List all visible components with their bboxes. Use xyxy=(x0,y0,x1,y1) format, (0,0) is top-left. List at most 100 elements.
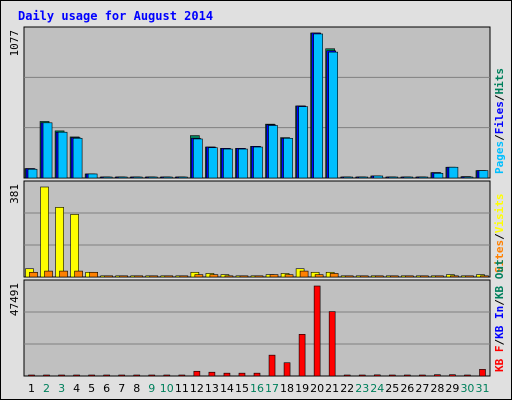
bar-bottom-kb-f-day-6 xyxy=(103,374,110,377)
bar-middle-visits-day-3 xyxy=(55,207,64,278)
bar-middle-visits-day-2 xyxy=(40,186,49,278)
bar-bottom-kb-f-day-5 xyxy=(88,374,95,377)
x-axis-label-day-21: 21 xyxy=(325,382,339,395)
bar-bottom-kb-f-day-8 xyxy=(133,374,141,377)
bar-middle-sites-day-9 xyxy=(149,275,159,278)
bar-middle-sites-day-30 xyxy=(465,275,474,278)
bar-bottom-kb-f-day-17 xyxy=(268,354,276,377)
legend-separator: / xyxy=(493,233,506,240)
bar-bottom-kb-f-day-2 xyxy=(43,374,50,377)
bar-bottom-kb-f-day-26 xyxy=(404,374,411,377)
bar-bottom-kb-f-day-15 xyxy=(238,372,246,377)
x-axis-label-day-24: 24 xyxy=(370,382,384,395)
x-axis-label-day-7: 7 xyxy=(118,382,125,395)
bar-bottom-kb-f-day-1 xyxy=(28,374,35,377)
bar-top-pages-day-21 xyxy=(328,51,338,179)
legend-separator: / xyxy=(493,94,506,101)
y-axis-max-label: 47491 xyxy=(8,283,21,316)
bar-top-pages-day-12 xyxy=(193,138,203,179)
bar-bottom-kb-f-day-9 xyxy=(148,374,156,377)
bar-middle-sites-day-17 xyxy=(269,274,279,278)
x-axis-labels: 1 2 3 4 5 6 7 8 9 10 11 12 13 14 15 16 17 18 19 20 21 22 23 24 2… xyxy=(28,382,489,395)
bar-middle-sites-day-16 xyxy=(254,275,264,278)
bar-middle-sites-day-2 xyxy=(44,270,53,278)
y-axis-max-label: 381 xyxy=(8,184,21,204)
bar-bottom-kb-f-day-16 xyxy=(253,372,261,377)
bar-top-pages-day-16 xyxy=(253,146,263,179)
bar-bottom-kb-f-day-20 xyxy=(313,285,321,377)
bar-bottom-kb-f-day-28 xyxy=(434,374,441,377)
bar-middle-sites-day-12 xyxy=(194,274,204,278)
bar-bottom-kb-f-day-21 xyxy=(328,311,336,377)
x-axis-label-day-22: 22 xyxy=(340,382,354,395)
chart-title: Daily usage for August 2014 xyxy=(18,9,213,23)
bar-top-pages-day-3 xyxy=(57,131,68,179)
bar-top-pages-day-6 xyxy=(102,176,113,179)
bar-middle-sites-day-31 xyxy=(480,275,489,278)
bar-middle-sites-day-14 xyxy=(224,275,234,278)
legend-entry-hits: Hits xyxy=(493,68,506,95)
bar-top-pages-day-9 xyxy=(147,176,158,179)
x-axis-label-day-12: 12 xyxy=(190,382,204,395)
bar-middle-sites-day-3 xyxy=(59,270,68,278)
bar-top-pages-day-22 xyxy=(343,176,353,179)
bar-top-pages-day-20 xyxy=(313,33,323,179)
bar-bottom-kb-f-day-12 xyxy=(193,370,201,377)
bar-bottom-kb-f-day-24 xyxy=(373,374,381,377)
legend-entry-kb-in: KB In xyxy=(493,306,506,339)
bar-top-pages-day-4 xyxy=(72,137,83,179)
bar-middle-sites-day-7 xyxy=(119,275,129,278)
bar-middle-sites-day-19 xyxy=(299,270,309,278)
bar-middle-sites-day-13 xyxy=(209,274,219,278)
x-axis-label-day-30: 30 xyxy=(460,382,474,395)
bar-bottom-kb-f-day-29 xyxy=(449,374,456,377)
bar-bottom-kb-f-day-7 xyxy=(118,374,126,377)
x-axis-label-day-28: 28 xyxy=(430,382,444,395)
x-axis-label-day-5: 5 xyxy=(88,382,95,395)
legend-top: Pages/Files/Hits xyxy=(493,68,506,174)
bar-top-pages-day-14 xyxy=(223,148,233,179)
x-axis-label-day-16: 16 xyxy=(250,382,264,395)
bar-bottom-kb-f-day-14 xyxy=(223,372,231,377)
bar-bottom-kb-f-day-10 xyxy=(163,374,171,377)
x-axis-label-day-27: 27 xyxy=(415,382,429,395)
plot-panel-bottom xyxy=(23,279,491,377)
bar-top-pages-day-10 xyxy=(163,176,173,179)
x-axis-label-day-15: 15 xyxy=(235,382,249,395)
legend-middle: Sites/Visits xyxy=(493,194,506,274)
x-axis-label-day-19: 19 xyxy=(295,382,309,395)
x-axis-label-day-31: 31 xyxy=(475,382,489,395)
legend-entry-kb-f: KB F xyxy=(493,346,506,373)
bar-top-pages-day-26 xyxy=(403,176,414,179)
bar-bottom-kb-f-day-23 xyxy=(358,374,366,377)
bar-middle-sites-day-29 xyxy=(450,275,459,278)
x-axis-label-day-10: 10 xyxy=(160,382,174,395)
bar-middle-sites-day-18 xyxy=(284,274,294,278)
bar-middle-sites-day-27 xyxy=(420,275,429,278)
x-axis-label-day-26: 26 xyxy=(400,382,414,395)
x-axis-label-day-2: 2 xyxy=(43,382,50,395)
bar-middle-sites-day-23 xyxy=(359,275,369,278)
x-axis-label-day-25: 25 xyxy=(385,382,399,395)
x-axis-label-day-8: 8 xyxy=(133,382,140,395)
bar-top-pages-day-7 xyxy=(117,176,128,179)
x-axis-label-day-14: 14 xyxy=(220,382,234,395)
bar-middle-visits-day-4 xyxy=(70,214,79,278)
panels-layer: 1077 381 47491 xyxy=(8,26,491,377)
bar-top-pages-day-31 xyxy=(478,170,489,179)
bar-top-pages-day-23 xyxy=(358,176,369,179)
legend-separator: / xyxy=(493,299,506,306)
x-axis-label-day-20: 20 xyxy=(310,382,324,395)
plot-panel-middle xyxy=(23,180,491,278)
bar-middle-sites-day-24 xyxy=(374,275,384,278)
bar-bottom-kb-f-day-11 xyxy=(178,374,186,377)
bar-middle-sites-day-15 xyxy=(239,275,249,278)
bar-middle-sites-day-22 xyxy=(344,275,354,278)
bar-top-pages-day-28 xyxy=(433,172,444,179)
legend-entry-sites: Sites xyxy=(493,240,506,273)
legend-separator: / xyxy=(493,134,506,141)
bar-middle-sites-day-10 xyxy=(164,275,174,278)
x-axis-label-day-29: 29 xyxy=(445,382,459,395)
bar-top-pages-day-29 xyxy=(448,166,459,179)
